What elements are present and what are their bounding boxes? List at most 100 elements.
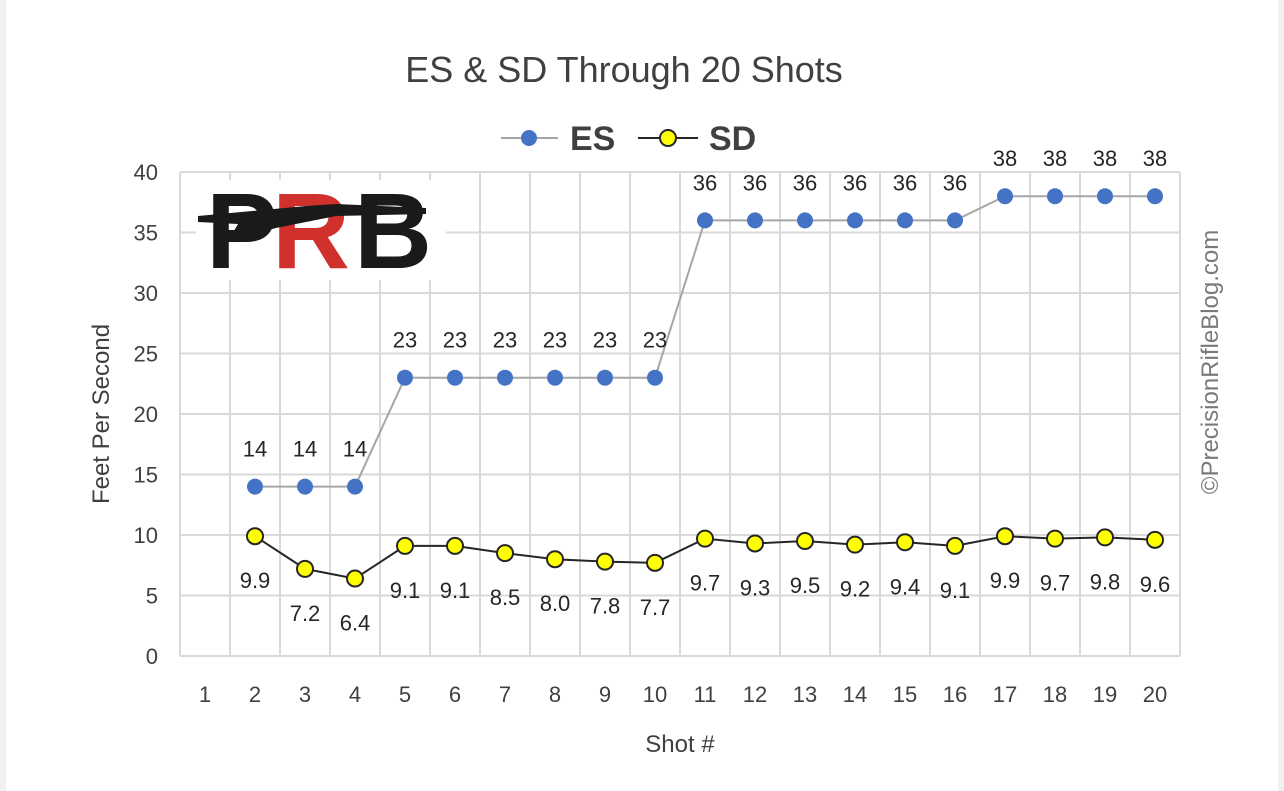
series-es-data-label: 38	[1093, 146, 1117, 171]
series-es-data-label: 23	[543, 328, 567, 353]
series-sd-data-label: 9.2	[840, 577, 871, 602]
x-tick-label: 2	[249, 682, 261, 707]
legend-sd-label: SD	[709, 120, 756, 158]
series-sd-data-label: 7.2	[290, 601, 321, 626]
series-sd-data-label: 9.3	[740, 575, 771, 600]
series-sd-point	[396, 536, 414, 555]
series-es-point	[347, 478, 363, 495]
series-es-data-label: 23	[643, 328, 667, 353]
series-sd-point	[896, 533, 914, 552]
x-tick-label: 3	[299, 682, 311, 707]
legend: ES SD	[501, 120, 756, 158]
series-sd-data-label: 9.5	[790, 573, 821, 598]
x-tick-label: 17	[993, 682, 1017, 707]
series-sd-point	[446, 536, 464, 555]
series-sd-data-label: 7.7	[640, 595, 671, 620]
legend-item-sd: SD	[638, 120, 756, 158]
series-sd-point	[996, 527, 1014, 546]
series-es-data-labels: 14 14 14 23 23 23 23 23 23 36 36 36 36 36 36 38 38 38 38	[243, 146, 1167, 461]
series-es-point	[247, 478, 263, 495]
series-sd-data-label: 9.9	[240, 568, 271, 593]
series-es-data-label: 36	[793, 170, 817, 195]
series-es-point	[397, 369, 413, 386]
legend-item-es: ES	[501, 120, 615, 158]
series-sd-data-label: 9.7	[1040, 571, 1071, 596]
y-axis-ticks: 0 5 10 15 20 25 30 35 40	[134, 160, 158, 669]
y-tick-label: 30	[134, 281, 158, 306]
series-es-data-label: 23	[593, 328, 617, 353]
x-tick-label: 9	[599, 682, 611, 707]
x-tick-label: 18	[1043, 682, 1067, 707]
series-sd-point	[246, 527, 264, 546]
series-es-point	[297, 478, 313, 495]
series-es	[247, 188, 1163, 495]
series-es-point	[1147, 188, 1163, 205]
x-tick-label: 6	[449, 682, 461, 707]
x-tick-label: 12	[743, 682, 767, 707]
series-sd-data-label: 9.9	[990, 568, 1021, 593]
series-es-point	[597, 369, 613, 386]
series-es-data-label: 14	[293, 437, 317, 462]
series-sd-data-label: 9.1	[940, 578, 971, 603]
x-tick-label: 11	[694, 682, 717, 707]
y-tick-label: 15	[134, 463, 158, 488]
series-sd-point	[296, 559, 314, 578]
chart-card: ES & SD Through 20 Shots ES SD 0 5 10 15 20 2…	[6, 0, 1278, 791]
series-sd	[246, 527, 1164, 588]
series-sd-point	[546, 550, 564, 569]
series-sd-point	[796, 532, 814, 551]
series-es-point	[1097, 188, 1113, 205]
series-es-point	[497, 369, 513, 386]
x-tick-label: 1	[199, 682, 211, 707]
series-sd-data-label: 9.4	[890, 574, 921, 599]
x-axis-ticks: 1 2 3 4 5 6 7 8 9 10 11 12 13 14 15 16 17 18 19 20	[199, 682, 1167, 707]
series-es-point	[947, 212, 963, 229]
x-tick-label: 8	[549, 682, 561, 707]
x-tick-label: 4	[349, 682, 361, 707]
y-tick-label: 10	[134, 523, 158, 548]
chart-svg: ES & SD Through 20 Shots ES SD 051015202…	[88, 49, 1224, 758]
series-sd-data-label: 8.0	[540, 591, 571, 616]
series-sd-data-label: 8.5	[490, 585, 521, 610]
x-tick-label: 10	[643, 682, 667, 707]
series-sd-point	[596, 552, 614, 571]
series-es-point	[547, 369, 563, 386]
y-tick-label: 35	[134, 221, 158, 246]
series-es-point	[697, 212, 713, 229]
y-tick-label: 5	[146, 584, 158, 609]
series-es-data-label: 38	[1143, 146, 1167, 171]
x-tick-label: 15	[893, 682, 917, 707]
series-es-data-label: 36	[693, 170, 717, 195]
legend-es-marker	[521, 130, 537, 146]
logo-letter-r: R	[272, 170, 350, 291]
series-es-data-label: 38	[1043, 146, 1067, 171]
series-es-point	[847, 212, 863, 229]
series-sd-data-label: 9.6	[1140, 572, 1171, 597]
series-sd-point	[946, 536, 964, 555]
logo-letter-b: B	[354, 170, 432, 291]
y-tick-label: 40	[134, 160, 158, 185]
series-sd-point	[696, 529, 714, 548]
series-sd-data-label: 9.7	[690, 571, 721, 596]
x-axis-title: Shot #	[645, 731, 715, 758]
x-tick-label: 20	[1143, 682, 1167, 707]
series-sd-point	[1096, 528, 1114, 547]
series-sd-point	[1146, 530, 1164, 549]
series-sd-point	[1046, 529, 1064, 548]
y-tick-label: 20	[134, 402, 158, 427]
series-es-data-label: 23	[443, 328, 467, 353]
series-sd-data-label: 6.4	[340, 611, 371, 636]
series-sd-data-label: 9.8	[1090, 569, 1121, 594]
x-tick-label: 7	[499, 682, 511, 707]
legend-sd-marker	[659, 129, 677, 147]
series-es-point	[897, 212, 913, 229]
series-es-data-label: 36	[943, 170, 967, 195]
x-tick-label: 19	[1093, 682, 1117, 707]
x-tick-label: 16	[943, 682, 967, 707]
chart-title: ES & SD Through 20 Shots	[405, 49, 843, 90]
prb-logo: P R B	[196, 170, 446, 291]
rifle-icon	[198, 204, 426, 236]
x-tick-label: 14	[843, 682, 867, 707]
series-es-data-label: 38	[993, 146, 1017, 171]
series-es-point	[997, 188, 1013, 205]
